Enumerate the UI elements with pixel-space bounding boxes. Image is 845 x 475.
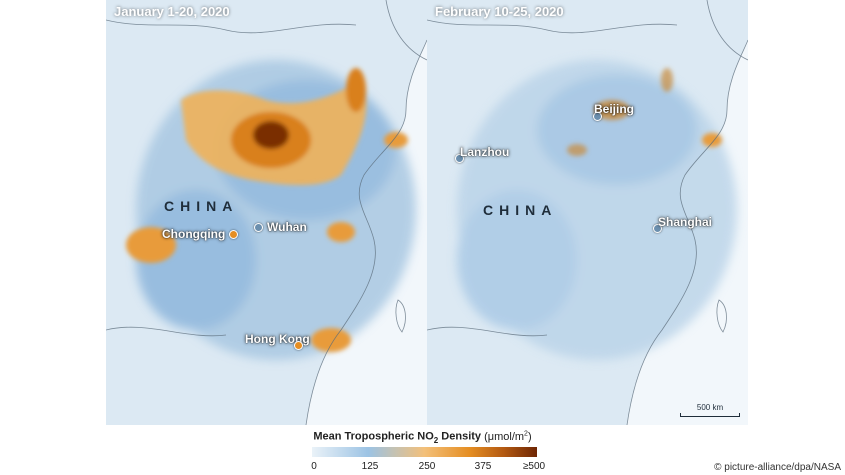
city-marker <box>293 341 303 350</box>
scale-bar-line <box>680 413 740 417</box>
city-label: Wuhan <box>267 220 307 234</box>
city-wuhan: Wuhan <box>254 220 311 234</box>
map-panel-january: January 1-20, 2020 CHINA Chongqing Wuhan… <box>106 0 427 425</box>
panel-title: February 10-25, 2020 <box>435 4 564 19</box>
legend-unit-suffix: ) <box>527 430 532 443</box>
city-lanzhou: Lanzhou <box>455 140 513 163</box>
legend-tick: 375 <box>474 461 492 472</box>
city-label: Shanghai <box>658 214 713 229</box>
legend-title-prefix: Mean Tropospheric NO <box>313 430 434 443</box>
city-label: Lanzhou <box>460 144 510 159</box>
scale-bar-label: 500 km <box>696 403 724 412</box>
legend-title: Mean Tropospheric NO2 Density (μmol/m2) <box>0 430 845 445</box>
legend-tick: 125 <box>361 461 379 472</box>
city-marker <box>254 222 263 232</box>
map-panel-february: February 10-25, 2020 CHINA Beijing Lanzh… <box>427 0 748 425</box>
city-marker <box>653 224 662 233</box>
no2-map-february <box>427 0 748 425</box>
city-marker <box>229 229 239 239</box>
legend-tick: 0 <box>311 461 317 472</box>
city-label: Beijing <box>594 101 635 116</box>
city-chongqing: Chongqing <box>158 227 239 241</box>
city-beijing: Beijing <box>593 96 638 121</box>
city-hong-kong: Hong Kong <box>241 327 310 350</box>
no2-map-january <box>106 0 427 425</box>
scale-bar: 500 km <box>680 403 740 417</box>
panel-title: January 1-20, 2020 <box>114 4 230 19</box>
country-label: CHINA <box>483 202 558 218</box>
legend-unit-superscript: 2 <box>524 430 528 437</box>
legend-title-suffix: Density <box>438 430 482 443</box>
legend-title-subscript: 2 <box>433 435 439 445</box>
city-marker <box>593 112 602 121</box>
city-marker <box>455 154 464 163</box>
legend-tick: ≥500 <box>522 461 546 472</box>
photo-credit: © picture-alliance/dpa/NASA <box>714 462 841 473</box>
city-label: Hong Kong <box>245 331 310 346</box>
legend-tick: 250 <box>418 461 436 472</box>
city-label: Chongqing <box>162 227 226 241</box>
legend-unit: (μmol/m2) <box>484 430 532 443</box>
legend-color-bar <box>312 447 537 457</box>
city-shanghai: Shanghai <box>653 210 716 233</box>
legend-unit-prefix: (μmol/m <box>484 430 525 443</box>
legend: Mean Tropospheric NO2 Density (μmol/m2) … <box>0 428 845 475</box>
country-label: CHINA <box>164 198 239 214</box>
